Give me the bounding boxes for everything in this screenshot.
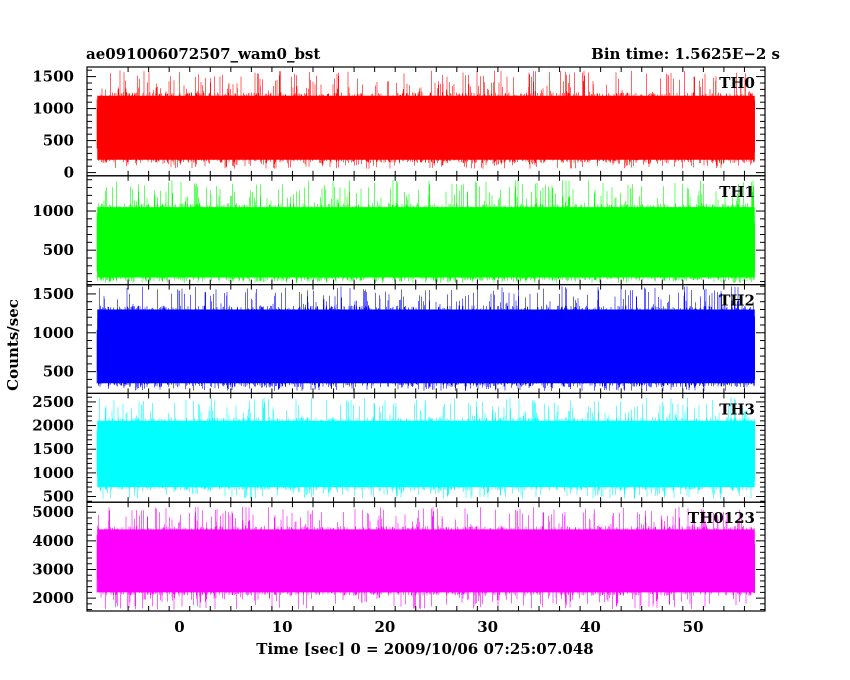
y-tick-label: 1000 [32, 464, 74, 482]
series-core-th0 [97, 95, 755, 160]
panel-label: TH0123 [688, 509, 755, 527]
y-tick-label: 500 [43, 241, 74, 259]
y-tick-label: 1000 [32, 202, 74, 220]
panel-th0123: 2000 3000 4000 5000 TH0123 [32, 501, 766, 612]
x-tick-label: 20 [374, 618, 395, 636]
panel-th1: 500 1000 TH1 [32, 175, 766, 286]
y-tick-label: 1500 [32, 285, 74, 303]
chart-title: ae091006072507_wam0_bst [86, 45, 320, 63]
x-tick-label: 30 [477, 618, 498, 636]
y-axis-label: Counts/sec [4, 299, 22, 391]
y-tick-label: 2000 [32, 589, 74, 607]
y-tick-label: 2000 [32, 417, 74, 435]
panel-label: TH1 [719, 183, 755, 201]
panel-th0: 0 500 1000 1500 TH0 [32, 66, 766, 182]
y-tick-label: 500 [43, 132, 74, 150]
panel-th3: 500 1000 1500 2000 2500 TH3 [32, 392, 766, 506]
x-axis-label: Time [sec] 0 = 2009/10/06 07:25:07.048 [256, 640, 593, 658]
series-core-th0123 [97, 529, 755, 593]
x-tick-label: 10 [272, 618, 293, 636]
y-tick-label: 2500 [32, 393, 74, 411]
panel-label: TH3 [719, 400, 755, 418]
y-tick-label: 500 [43, 363, 74, 381]
x-tick-label: 50 [683, 618, 704, 636]
y-tick-label: 500 [43, 488, 74, 506]
y-tick-label: 0 [64, 164, 74, 182]
panel-label: TH0 [719, 74, 755, 92]
y-tick-label: 5000 [32, 503, 74, 521]
panel-label: TH2 [719, 292, 755, 310]
panel-frame [86, 501, 766, 612]
y-tick-label: 1000 [32, 100, 74, 118]
series-core-th2 [97, 309, 755, 384]
y-tick-label: 1500 [32, 440, 74, 458]
y-tick-label: 1000 [32, 324, 74, 342]
y-tick-label: 1500 [32, 68, 74, 86]
x-tick-label: 0 [174, 618, 184, 636]
y-tick-label: 3000 [32, 560, 74, 578]
x-tick-label: 40 [580, 618, 601, 636]
y-tick-label: 4000 [32, 532, 74, 550]
series-core-th1 [97, 207, 755, 278]
bin-time-annotation: Bin time: 1.5625E−2 s [591, 45, 780, 63]
series-core-th3 [97, 420, 755, 488]
panel-th2: 500 1000 1500 TH2 [32, 284, 766, 395]
